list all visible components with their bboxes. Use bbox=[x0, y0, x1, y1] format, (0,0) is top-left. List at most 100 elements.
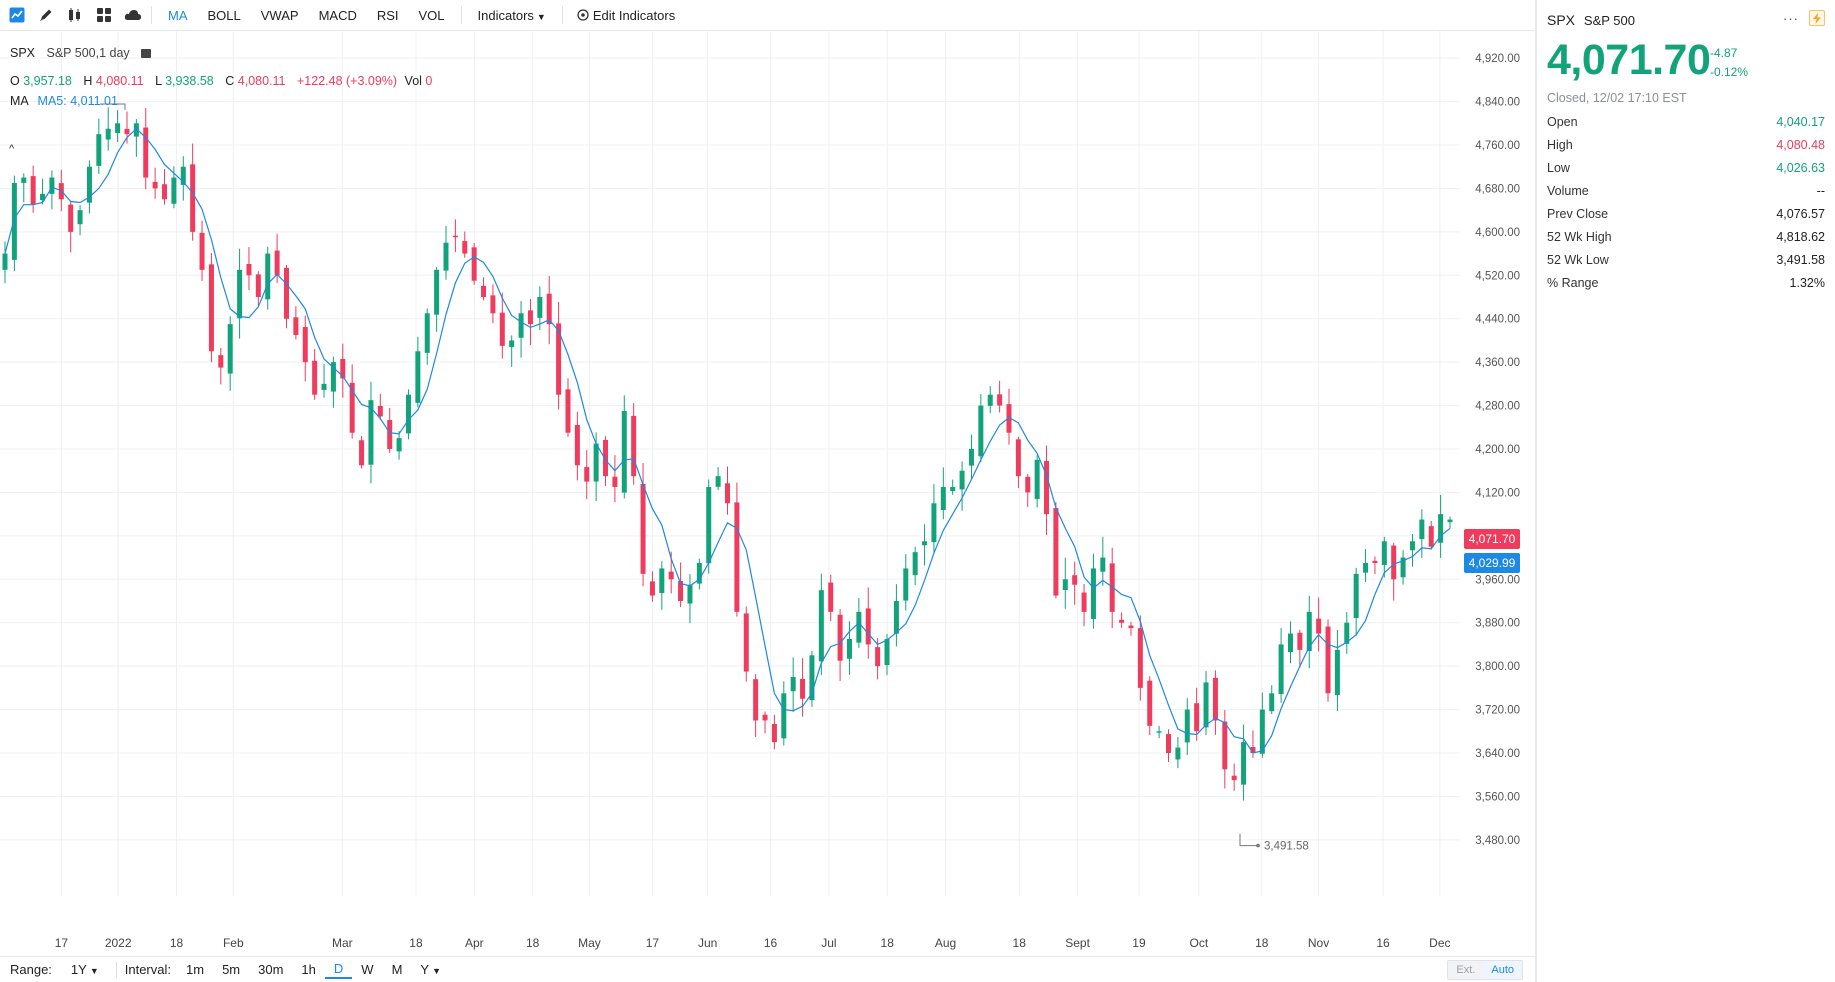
candle-body bbox=[1381, 541, 1387, 565]
legend-ma-row: MA MA5: 4,011.01 bbox=[10, 94, 118, 108]
stat-row: Open 4,040.17 bbox=[1547, 110, 1825, 133]
candle-body bbox=[1447, 519, 1453, 523]
indicator-vwap-button[interactable]: VWAP bbox=[260, 7, 299, 23]
candle-body bbox=[1166, 734, 1172, 753]
candle-body bbox=[556, 323, 562, 395]
candle-body bbox=[1119, 619, 1125, 623]
draw-pencil-icon[interactable] bbox=[34, 4, 58, 26]
candle-body bbox=[659, 568, 665, 594]
candle-body bbox=[1297, 632, 1303, 650]
candlestick-chart[interactable]: 4,920.00 4,840.00 4,760.00 4,680.00 4,600.00… bbox=[0, 31, 1535, 956]
candle-body bbox=[1128, 625, 1134, 629]
candle-body bbox=[565, 389, 571, 433]
stat-row: High 4,080.48 bbox=[1547, 133, 1825, 156]
candle-body bbox=[443, 242, 449, 271]
ext-hours-button[interactable]: Ext. bbox=[1448, 961, 1484, 979]
interval-1h[interactable]: 1h bbox=[301, 962, 316, 977]
range-label: Range: bbox=[10, 962, 52, 977]
candle-body bbox=[978, 405, 984, 457]
legend-close-value: 4,080.11 bbox=[237, 74, 286, 88]
candle-body bbox=[1100, 557, 1106, 572]
candle-body bbox=[1428, 526, 1434, 547]
y-tick-label: 3,560.00 bbox=[1475, 791, 1520, 803]
quote-change-block: -4.87 -0.12% bbox=[1710, 44, 1748, 82]
candles-icon[interactable] bbox=[63, 4, 87, 26]
y-tick-label: 3,720.00 bbox=[1475, 705, 1520, 717]
candle-body bbox=[987, 394, 993, 406]
candle-body bbox=[368, 400, 374, 465]
candle-body bbox=[246, 263, 252, 276]
candle-body bbox=[1269, 693, 1275, 712]
candle-body bbox=[640, 483, 646, 574]
quote-header-actions: ··· bbox=[1783, 10, 1825, 26]
stat-value: 4,818.62 bbox=[1776, 229, 1825, 244]
indicator-vol-button[interactable]: VOL bbox=[418, 7, 445, 23]
x-tick-label: May bbox=[578, 936, 601, 950]
stat-label: 52 Wk High bbox=[1547, 229, 1612, 244]
interval-m[interactable]: M bbox=[391, 962, 403, 977]
candle-body bbox=[349, 382, 355, 433]
cloud-icon[interactable] bbox=[121, 4, 145, 26]
candle-body bbox=[1044, 460, 1050, 515]
indicator-macd-button[interactable]: MACD bbox=[318, 7, 357, 23]
indicator-ma-button[interactable]: MA bbox=[168, 7, 188, 23]
quote-header: SPX S&P 500 bbox=[1547, 12, 1635, 28]
caret-down-icon: ▼ bbox=[432, 966, 441, 976]
candle-body bbox=[509, 340, 515, 348]
candle-body bbox=[340, 358, 346, 379]
x-tick-label: 2022 bbox=[105, 936, 132, 950]
collapse-legend-icon[interactable]: ^ bbox=[9, 143, 15, 155]
candle-body bbox=[1081, 592, 1087, 612]
interval-d[interactable]: D bbox=[324, 961, 353, 979]
x-tick-label: Aug bbox=[935, 936, 956, 950]
legend-close-label: C bbox=[225, 74, 235, 88]
candle-body bbox=[227, 324, 233, 374]
candle-body bbox=[771, 724, 777, 743]
candle-body bbox=[1259, 709, 1265, 754]
indicator-boll-button[interactable]: BOLL bbox=[207, 7, 241, 23]
legend-high-value: 4,080.11 bbox=[95, 74, 144, 88]
candle-body bbox=[377, 405, 383, 417]
chart-area[interactable]: 4,920.00 4,840.00 4,760.00 4,680.00 4,600.00… bbox=[0, 31, 1535, 956]
range-dropdown[interactable]: 1Y ▼ bbox=[62, 962, 108, 977]
legend-menu-icon[interactable] bbox=[141, 49, 152, 58]
indicators-dropdown[interactable]: Indicators ▼ bbox=[468, 8, 556, 23]
interval-30m[interactable]: 30m bbox=[258, 962, 284, 977]
candle-body bbox=[1363, 563, 1369, 573]
stat-row: Low 4,026.63 bbox=[1547, 156, 1825, 179]
interval-y-dropdown[interactable]: Y ▼ bbox=[411, 962, 450, 977]
candle-body bbox=[1334, 649, 1340, 696]
candle-body bbox=[11, 183, 17, 260]
chart-type-icon[interactable] bbox=[5, 4, 29, 26]
legend-high-label: H bbox=[83, 74, 93, 88]
layout-icon[interactable] bbox=[92, 4, 116, 26]
indicator-rsi-button[interactable]: RSI bbox=[376, 7, 399, 23]
edit-indicators-button[interactable]: Edit Indicators bbox=[569, 8, 675, 23]
legend-open-label: O bbox=[10, 74, 20, 88]
interval-1m[interactable]: 1m bbox=[186, 962, 205, 977]
high-marker-line bbox=[100, 103, 126, 110]
candle-body bbox=[1353, 573, 1359, 618]
quote-change: -4.87 bbox=[1710, 46, 1738, 60]
interval-5m[interactable]: 5m bbox=[222, 962, 241, 977]
more-options-icon[interactable]: ··· bbox=[1783, 10, 1799, 26]
y-tick-label: 3,880.00 bbox=[1475, 618, 1520, 630]
candle-body bbox=[537, 297, 543, 318]
legend-vol-value: 0 bbox=[425, 74, 433, 88]
candle-body bbox=[30, 176, 36, 205]
interval-w[interactable]: W bbox=[361, 962, 374, 977]
candle-body bbox=[856, 611, 862, 643]
bottombar-divider bbox=[115, 961, 117, 978]
candle-body bbox=[1372, 560, 1378, 563]
candle-body bbox=[668, 571, 674, 580]
candle-body bbox=[753, 679, 759, 721]
stat-row: 52 Wk High 4,818.62 bbox=[1547, 225, 1825, 248]
x-tick-label: Jul bbox=[821, 936, 836, 950]
flash-icon[interactable] bbox=[1809, 10, 1825, 26]
candle-body bbox=[893, 601, 899, 634]
candle-body bbox=[846, 639, 852, 659]
auto-scale-button[interactable]: Auto bbox=[1483, 961, 1522, 979]
candle-body bbox=[997, 394, 1003, 406]
candle-body bbox=[396, 438, 402, 452]
x-tick-label: Sept bbox=[1065, 936, 1090, 950]
